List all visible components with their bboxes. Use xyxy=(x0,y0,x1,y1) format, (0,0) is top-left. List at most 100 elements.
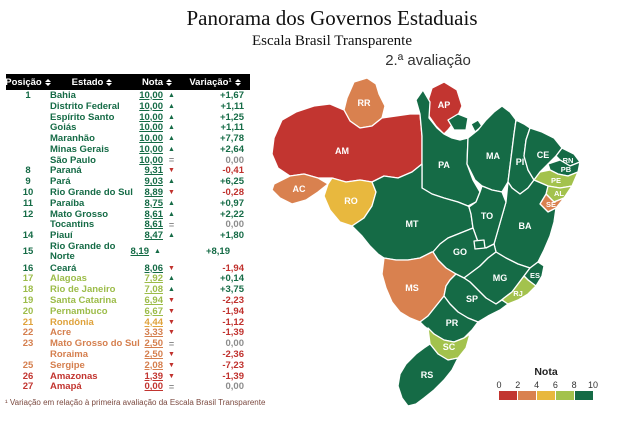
state-name-cell: Acre xyxy=(50,327,72,339)
state-region-am[interactable] xyxy=(272,103,423,183)
legend-ticks: 0 2 4 6 8 10 xyxy=(496,380,598,391)
column-header-posicao[interactable]: Posição xyxy=(5,77,51,88)
column-header-nota[interactable]: Nota xyxy=(134,77,180,88)
score-link[interactable]: 9,31 xyxy=(144,165,164,177)
state-name-cell: Pará xyxy=(50,176,71,188)
column-header-variacao[interactable]: Variação¹ xyxy=(180,77,250,88)
position-cell: 15 xyxy=(22,246,34,258)
variation-cell: -0,28 xyxy=(222,187,244,199)
variation-cell: 0,00 xyxy=(225,381,245,393)
state-label-ac: AC xyxy=(293,184,306,194)
variation-cell: +1,25 xyxy=(219,111,244,123)
score-link[interactable]: 10,00 xyxy=(139,133,163,145)
sort-icon[interactable] xyxy=(44,78,51,86)
position-cell: 14 xyxy=(22,230,34,242)
score-link[interactable]: 8,75 xyxy=(144,197,164,209)
score-cell: 7,08 ▲ xyxy=(134,284,180,295)
legend-tick-label: 6 xyxy=(552,380,558,390)
state-name-cell: Amazonas xyxy=(50,370,98,382)
score-link[interactable]: 2,50 xyxy=(144,349,164,361)
state-region-to[interactable] xyxy=(468,185,507,249)
trend-up-icon: ▲ xyxy=(168,102,175,110)
state-name-cell: Minas Gerais xyxy=(50,143,110,155)
score-link[interactable]: 4,44 xyxy=(144,316,164,328)
state-name-cell: Ceará xyxy=(50,262,77,274)
trend-up-icon: ▲ xyxy=(168,145,175,153)
state-region-rj[interactable] xyxy=(501,275,537,305)
table-row: 17 Alagoas 7,92 ▲ +0,14 xyxy=(6,273,250,285)
trend-eq-icon: = xyxy=(168,155,175,166)
state-label-pb: PB xyxy=(561,165,572,174)
table-row: 19 Santa Catarina 6,94 ▼ -2,23 xyxy=(6,295,250,306)
score-link[interactable]: 8,47 xyxy=(144,230,164,242)
table-body: 1 Bahia 10,00 ▲ +1,67 Distrito Federal 10,00 ▲ +… xyxy=(6,89,250,393)
score-link[interactable]: 9,03 xyxy=(144,176,164,188)
score-cell: 0,00 = xyxy=(134,381,180,392)
sort-icon[interactable] xyxy=(166,78,173,86)
position-cell: 12 xyxy=(22,208,34,220)
score-link[interactable]: 6,94 xyxy=(144,295,164,307)
score-cell: 9,03 ▲ xyxy=(134,176,180,187)
score-link[interactable]: 3,33 xyxy=(144,327,164,339)
score-link[interactable]: 10,00 xyxy=(139,154,163,166)
score-link[interactable]: 10,00 xyxy=(139,89,163,101)
score-link[interactable]: 10,00 xyxy=(139,143,163,155)
state-label-ma: MA xyxy=(486,151,500,161)
column-header-estado[interactable]: Estado xyxy=(50,77,134,88)
variation-cell: +0,14 xyxy=(219,273,244,285)
score-link[interactable]: 10,00 xyxy=(139,122,163,134)
score-link[interactable]: 2,08 xyxy=(144,359,164,371)
score-link[interactable]: 7,08 xyxy=(144,284,164,296)
trend-up-icon: ▲ xyxy=(168,91,175,99)
state-label-go: GO xyxy=(453,247,467,257)
legend-swatch-g3 xyxy=(537,391,556,400)
score-link[interactable]: 8,61 xyxy=(144,219,164,231)
position-cell: 1 xyxy=(25,89,31,101)
score-link[interactable]: 2,50 xyxy=(144,338,164,350)
state-name-cell: Bahia xyxy=(50,89,76,101)
state-region-rs[interactable] xyxy=(397,343,459,407)
trend-down-icon: ▼ xyxy=(168,297,175,305)
state-name-cell: São Paulo xyxy=(50,154,96,166)
footnote: ¹ Variação em relação à primeira avaliaç… xyxy=(5,398,266,407)
variation-cell: 0,00 xyxy=(225,219,245,231)
table-row: 25 Sergipe 2,08 ▼ -7,23 xyxy=(6,360,250,371)
score-cell: 6,67 ▼ xyxy=(134,306,180,317)
score-cell: 6,94 ▼ xyxy=(134,295,180,306)
table-row: 16 Ceará 8,06 ▼ -1,94 xyxy=(6,263,250,274)
trend-down-icon: ▼ xyxy=(168,264,175,272)
table-row: 22 Acre 3,33 ▼ -1,39 xyxy=(6,327,250,339)
table-row: 12 Mato Grosso 8,61 ▲ +2,22 xyxy=(6,209,250,220)
state-label-pi: PI xyxy=(516,157,525,167)
state-region-ce[interactable] xyxy=(523,127,563,181)
variation-cell: -0,41 xyxy=(222,165,244,177)
score-link[interactable]: 10,00 xyxy=(139,111,163,123)
score-link[interactable]: 6,67 xyxy=(144,305,164,317)
score-link[interactable]: 0,00 xyxy=(144,381,164,393)
score-cell: 8,19 ▲ xyxy=(120,246,166,257)
sort-icon[interactable] xyxy=(234,78,241,86)
position-cell: 9 xyxy=(25,176,31,188)
score-link[interactable]: 8,89 xyxy=(144,187,164,199)
state-region-marajo[interactable] xyxy=(447,113,469,131)
trend-up-icon: ▲ xyxy=(168,210,175,218)
state-region-ac[interactable] xyxy=(272,173,329,205)
state-label-ap: AP xyxy=(438,100,451,110)
variation-cell: +1,80 xyxy=(219,230,244,242)
trend-down-icon: ▼ xyxy=(168,372,175,380)
score-link[interactable]: 8,19 xyxy=(130,246,150,258)
trend-up-icon: ▲ xyxy=(154,248,161,256)
state-label-ce: CE xyxy=(537,150,550,160)
score-link[interactable]: 7,92 xyxy=(144,273,164,285)
table-row: 11 Paraíba 8,75 ▲ +0,97 xyxy=(6,198,250,209)
score-link[interactable]: 1,39 xyxy=(144,370,164,382)
sort-icon[interactable] xyxy=(106,78,113,86)
score-link[interactable]: 8,61 xyxy=(144,208,164,220)
score-link[interactable]: 8,06 xyxy=(144,262,164,274)
legend-tick-label: 4 xyxy=(534,380,540,390)
state-region-sp[interactable] xyxy=(443,273,509,323)
score-link[interactable]: 10,00 xyxy=(139,100,163,112)
variation-cell: +1,11 xyxy=(220,100,244,112)
state-region-df[interactable] xyxy=(473,239,486,250)
map-legend: Nota 0 2 4 6 8 10 xyxy=(496,366,598,400)
